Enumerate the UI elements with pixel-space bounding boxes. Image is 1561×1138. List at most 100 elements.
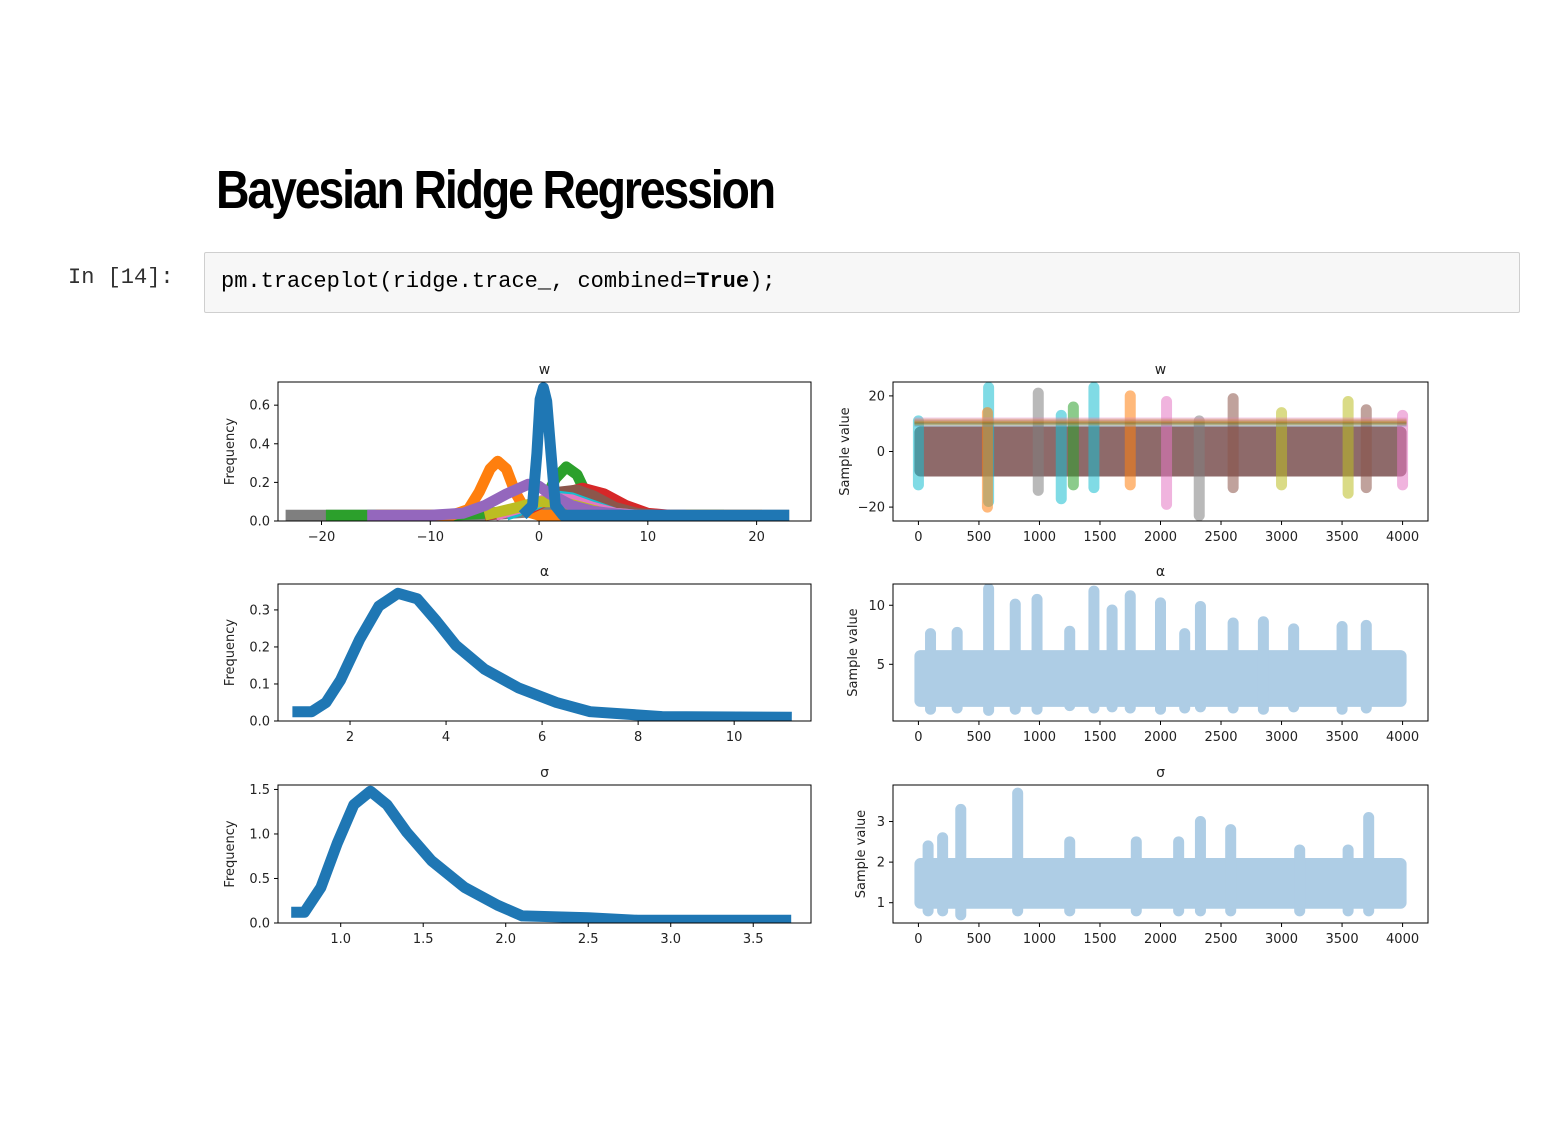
w-trace-xtick-label-8: 4000 (1386, 530, 1419, 545)
alpha-trace-xtick-label-7: 3500 (1326, 730, 1359, 745)
alpha-trace-xtick-label-4: 2000 (1144, 730, 1177, 745)
alpha-trace-plot: 0 500 1000 1500 2000 2500 3000 3500 4000 5 10 α Samp… (846, 564, 1429, 745)
alpha-density-marks (292, 587, 792, 721)
alpha-trace-xtick-label-8: 4000 (1386, 730, 1419, 745)
code-line[interactable]: pm.traceplot(ridge.trace_, combined=True… (221, 269, 776, 294)
alpha-density-xtick-label-1: 4 (442, 730, 450, 745)
code-cell[interactable]: pm.traceplot(ridge.trace_, combined=True… (204, 252, 1520, 313)
sigma-density-xtick-label-5: 3.5 (743, 932, 764, 947)
w-trace-edge-2 (914, 420, 1407, 425)
sigma-density-ylabel: Frequency (223, 820, 238, 887)
alpha-density-ytick-label-1: 0.1 (249, 677, 270, 692)
sigma-trace-title: σ (1156, 765, 1165, 781)
sigma-density-ytick-label-1: 0.5 (249, 872, 270, 887)
alpha-trace-ylabel: Sample value (846, 608, 861, 696)
alpha-trace-xtick-label-2: 1000 (1023, 730, 1056, 745)
alpha-density-xtick-label-2: 6 (538, 730, 546, 745)
sigma-density-xtick-label-2: 2.0 (495, 932, 516, 947)
sigma-trace-xtick-label-1: 500 (967, 932, 992, 947)
w-density-xtick-label-3: 10 (640, 530, 657, 545)
cell-prompt: In [14]: (68, 265, 174, 290)
sigma-trace-xtick-label-7: 3500 (1326, 932, 1359, 947)
alpha-trace-xtick-label-3: 1500 (1083, 730, 1116, 745)
sigma-trace-xtick-label-6: 3000 (1265, 932, 1298, 947)
code-suffix: ); (749, 269, 776, 294)
w-trace-xtick-label-2: 1000 (1023, 530, 1056, 545)
w-density-title: w (539, 362, 550, 378)
alpha-trace-ytick-label-1: 10 (868, 599, 885, 614)
w-trace-edge-5 (914, 417, 1407, 422)
code-prefix: pm.traceplot(ridge.trace_, combined= (221, 269, 697, 294)
sigma-trace-xtick-label-0: 0 (914, 932, 922, 947)
code-keyword-true: True (696, 269, 750, 294)
sigma-trace-xtick-label-3: 1500 (1083, 932, 1116, 947)
alpha-density-title: α (540, 564, 549, 580)
sigma-trace-ytick-label-0: 1 (877, 896, 885, 911)
sigma-trace-ylabel: Sample value (854, 810, 869, 898)
w-trace-ytick-label-1: 0 (877, 445, 885, 460)
sigma-density-xtick-label-0: 1.0 (330, 932, 351, 947)
alpha-trace-xtick-label-0: 0 (914, 730, 922, 745)
alpha-posterior-density-plot: 2 4 6 8 10 0.0 0.1 0.2 0.3 α Frequency (223, 564, 812, 745)
sigma-trace-ytick-label-1: 2 (877, 856, 885, 871)
w-density-ylabel: Frequency (223, 418, 238, 485)
alpha-trace-xtick-label-5: 2500 (1204, 730, 1237, 745)
w-trace-ytick-label-2: 20 (868, 389, 885, 404)
w-density-ytick-label-2: 0.4 (249, 437, 270, 452)
w-trace-xtick-label-5: 2500 (1204, 530, 1237, 545)
alpha-density-series-0 (292, 587, 792, 721)
sigma-density-ytick-label-2: 1.0 (249, 827, 270, 842)
alpha-density-xtick-label-0: 2 (346, 730, 354, 745)
sigma-trace-xtick-label-8: 4000 (1386, 932, 1419, 947)
alpha-density-ytick-label-3: 0.3 (249, 603, 270, 618)
sigma-density-title: σ (540, 765, 549, 781)
sigma-density-series-0 (291, 785, 792, 923)
w-trace-ylabel: Sample value (838, 407, 853, 495)
alpha-trace-ytick-label-0: 5 (877, 658, 885, 673)
w-density-xtick-label-4: 20 (748, 530, 765, 545)
alpha-density-xtick-label-4: 10 (726, 730, 743, 745)
sigma-trace-marks (914, 787, 1407, 921)
sigma-density-xtick-label-1: 1.5 (413, 932, 434, 947)
w-density-marks (285, 382, 790, 521)
sigma-density-axes-frame (277, 784, 812, 924)
sigma-trace-band (914, 858, 1407, 909)
w-trace-xtick-label-1: 500 (967, 530, 992, 545)
alpha-density-ylabel: Frequency (223, 619, 238, 686)
w-density-xtick-label-1: −10 (417, 530, 444, 545)
sigma-trace-xtick-label-4: 2000 (1144, 932, 1177, 947)
alpha-trace-title: α (1156, 564, 1165, 580)
alpha-trace-xtick-label-6: 3000 (1265, 730, 1298, 745)
sigma-density-marks (291, 785, 792, 923)
w-trace-xtick-label-3: 1500 (1083, 530, 1116, 545)
sigma-trace-plot: 0 500 1000 1500 2000 2500 3000 3500 4000 1 2 3 σ Samp… (854, 765, 1429, 947)
alpha-trace-xtick-label-1: 500 (967, 730, 992, 745)
w-trace-xtick-label-0: 0 (914, 530, 922, 545)
w-density-xtick-label-2: 0 (535, 530, 543, 545)
alpha-density-ytick-label-2: 0.2 (249, 640, 270, 655)
w-trace-edge-3 (914, 419, 1407, 424)
section-heading: Bayesian Ridge Regression (216, 160, 776, 220)
w-density-ytick-label-0: 0.0 (249, 515, 270, 530)
w-trace-xtick-label-6: 3000 (1265, 530, 1298, 545)
sigma-density-ytick-label-0: 0.0 (249, 917, 270, 932)
alpha-density-xtick-label-3: 8 (634, 730, 642, 745)
sigma-density-xtick-label-4: 3.0 (660, 932, 681, 947)
w-density-ytick-label-1: 0.2 (249, 476, 270, 491)
sigma-density-xtick-label-3: 2.5 (578, 932, 599, 947)
w-trace-edge-4 (914, 418, 1407, 423)
sigma-posterior-density-plot: 1.0 1.5 2.0 2.5 3.0 3.5 0.0 0.5 1.0 1.5 σ Frequency (223, 765, 812, 947)
sigma-density-ytick-label-3: 1.5 (249, 783, 270, 798)
alpha-density-axes-frame (277, 583, 812, 722)
w-trace-plot: 0 500 1000 1500 2000 2500 3000 3500 4000 −20 0 20 w S… (838, 362, 1429, 545)
w-density-xtick-label-0: −20 (308, 530, 335, 545)
w-trace-ytick-label-0: −20 (858, 501, 885, 516)
w-trace-xtick-label-4: 2000 (1144, 530, 1177, 545)
alpha-trace-marks (914, 584, 1407, 716)
w-trace-edge-0 (914, 422, 1407, 427)
sigma-trace-xtick-label-5: 2500 (1204, 932, 1237, 947)
alpha-density-ytick-label-0: 0.0 (249, 715, 270, 730)
w-trace-title: w (1155, 362, 1166, 378)
w-density-series-9 (518, 382, 790, 521)
